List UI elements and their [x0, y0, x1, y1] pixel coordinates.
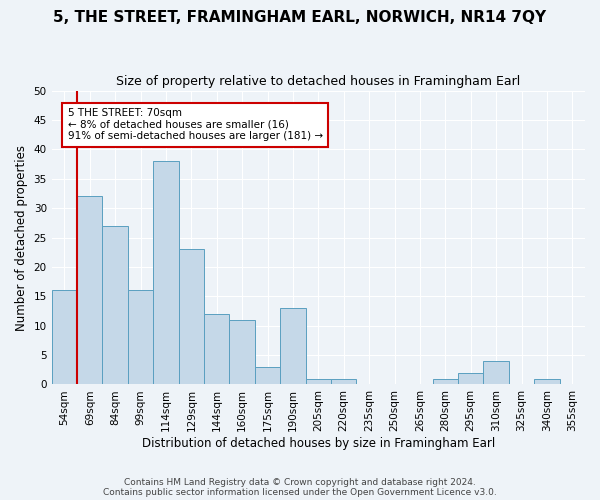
- Bar: [77, 196, 103, 384]
- Bar: [204, 314, 229, 384]
- Bar: [229, 320, 255, 384]
- Y-axis label: Number of detached properties: Number of detached properties: [15, 144, 28, 330]
- Bar: [305, 378, 331, 384]
- Bar: [179, 250, 204, 384]
- Bar: [458, 372, 484, 384]
- X-axis label: Distribution of detached houses by size in Framingham Earl: Distribution of detached houses by size …: [142, 437, 495, 450]
- Text: 5 THE STREET: 70sqm
← 8% of detached houses are smaller (16)
91% of semi-detache: 5 THE STREET: 70sqm ← 8% of detached hou…: [68, 108, 323, 142]
- Text: 5, THE STREET, FRAMINGHAM EARL, NORWICH, NR14 7QY: 5, THE STREET, FRAMINGHAM EARL, NORWICH,…: [53, 10, 547, 25]
- Bar: [255, 367, 280, 384]
- Title: Size of property relative to detached houses in Framingham Earl: Size of property relative to detached ho…: [116, 75, 520, 88]
- Bar: [280, 308, 305, 384]
- Bar: [534, 378, 560, 384]
- Bar: [103, 226, 128, 384]
- Bar: [128, 290, 153, 384]
- Text: Contains HM Land Registry data © Crown copyright and database right 2024.
Contai: Contains HM Land Registry data © Crown c…: [103, 478, 497, 497]
- Bar: [331, 378, 356, 384]
- Bar: [52, 290, 77, 384]
- Bar: [484, 361, 509, 384]
- Bar: [433, 378, 458, 384]
- Bar: [153, 161, 179, 384]
